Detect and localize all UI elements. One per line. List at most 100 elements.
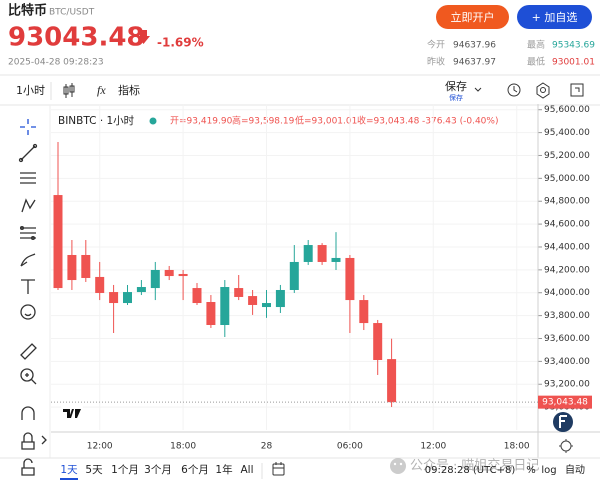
y-tick-label: 93,200.00 <box>544 380 590 390</box>
symbol: BTC/USDT <box>49 8 95 18</box>
x-tick-label: 28 <box>261 442 273 452</box>
ohlc-change: -376.43 (-0.40%) <box>422 117 498 127</box>
candle-body <box>95 276 105 293</box>
range-selector: 1天 5天 1个月 3个月 6个月 1年 All <box>60 463 254 480</box>
change: -1.69% <box>157 36 204 50</box>
open-account-label: 立即开户 <box>451 10 495 24</box>
stat-label: 最高 <box>527 39 545 51</box>
y-tick-label: 95,200.00 <box>544 151 590 161</box>
plot: 93,000.0093,200.0093,400.0093,600.0093,8… <box>51 104 600 458</box>
log-toggle[interactable]: log <box>541 465 556 476</box>
candle-body <box>206 302 216 325</box>
candle-body <box>136 287 146 293</box>
y-tick-label: 94,800.00 <box>544 197 590 207</box>
y-tick-label: 93,800.00 <box>544 311 590 321</box>
y-tick-label: 94,200.00 <box>544 265 590 275</box>
candle-body <box>289 261 299 290</box>
candle-body <box>178 273 188 277</box>
auto-toggle[interactable]: 自动 <box>565 463 585 476</box>
stat-label: 昨收 <box>427 56 445 68</box>
candle-icon[interactable] <box>63 83 75 98</box>
watermark: 公众号 · 喵姐交易日记 <box>390 458 539 474</box>
down-arrow <box>137 30 150 44</box>
tv-logo <box>63 409 81 418</box>
watchlist-label: + 加自选 <box>532 11 578 24</box>
date-range-icon[interactable] <box>272 462 285 476</box>
watermark-text: 公众号 · 喵姐交易日记 <box>410 458 539 474</box>
status-dot <box>149 117 157 125</box>
clock: 09:28:28 (UTC+8) <box>425 465 516 476</box>
y-tick-label: 95,000.00 <box>544 174 590 184</box>
save[interactable]: 保存 <box>445 79 467 93</box>
range-option[interactable]: 3个月 <box>144 464 172 476</box>
x-tick-label: 18:00 <box>170 442 196 452</box>
indicator-icon: fx <box>97 83 106 97</box>
candle-body <box>303 245 313 262</box>
price: 93043.48 <box>8 23 145 53</box>
tool-icons[interactable] <box>507 82 584 99</box>
y-tick-label: 93,600.00 <box>544 334 590 344</box>
candle-body <box>164 269 174 277</box>
ohlc-open: 开=93,419.90 <box>170 116 233 127</box>
candle-body <box>109 292 119 304</box>
ohlc-low: 低=93,001.01 <box>295 115 357 127</box>
range-option[interactable]: 1个月 <box>111 464 139 476</box>
y-tick-label: 94,600.00 <box>544 220 590 230</box>
candle-body <box>373 323 383 360</box>
chart-name: BINBTC · 1小时 <box>58 115 135 127</box>
dropdown-icon[interactable] <box>474 87 482 92</box>
stat-label: 最低 <box>527 56 545 68</box>
candle-body <box>387 359 397 403</box>
stat-value: 94637.97 <box>453 58 496 68</box>
open-account-button[interactable] <box>436 5 509 29</box>
timestamp: 2025-04-28 09:28:23 <box>8 58 104 68</box>
stat-value: 94637.96 <box>453 41 496 51</box>
candle-body <box>192 288 202 304</box>
candle-body <box>220 287 230 325</box>
ohlc-high: 高=93,598.19 <box>232 115 295 127</box>
percent-toggle[interactable]: % <box>526 465 536 476</box>
candle-body <box>331 257 341 262</box>
range-option[interactable]: 5天 <box>85 464 103 476</box>
candle-body <box>67 254 77 281</box>
range-option[interactable]: 1天 <box>60 464 78 476</box>
stat-label: 今开 <box>427 39 445 51</box>
y-tick-label: 95,400.00 <box>544 128 590 138</box>
save-sub: 保存 <box>449 93 463 102</box>
candle-body <box>317 245 327 262</box>
y-tick-label: 94,000.00 <box>544 288 590 298</box>
x-tick-label: 18:00 <box>504 442 530 452</box>
y-tick-label: 94,400.00 <box>544 242 590 252</box>
candle-body <box>262 303 271 308</box>
candle-body <box>234 288 244 297</box>
candle-body <box>345 257 355 301</box>
axis-settings-icon[interactable] <box>559 439 573 453</box>
x-tick-label: 12:00 <box>87 442 113 452</box>
indicators[interactable]: 指标 <box>118 83 140 97</box>
candle-body <box>359 300 369 324</box>
range-option[interactable]: 1年 <box>215 463 232 476</box>
y-tick-label: 95,600.00 <box>544 105 590 115</box>
candle-body <box>275 289 285 308</box>
x-tick-label: 12:00 <box>420 442 446 452</box>
f-logo-mark <box>559 415 567 428</box>
candle-body <box>81 254 91 278</box>
x-tick-label: 06:00 <box>337 442 363 452</box>
range-option[interactable]: All <box>240 464 253 476</box>
candle-body <box>123 292 132 304</box>
last-price-tag <box>538 395 592 409</box>
watchlist-button[interactable] <box>517 5 592 29</box>
candle-body <box>248 296 258 305</box>
last-price-label: 93,043.48 <box>542 398 588 408</box>
stat-value: 95343.69 <box>552 41 595 51</box>
range-option[interactable]: 6个月 <box>181 464 209 476</box>
title: 比特币 <box>8 3 47 19</box>
candle-body <box>53 195 63 289</box>
ohlc-close: 收=93,043.48 <box>357 115 420 127</box>
y-tick-label: 93,400.00 <box>544 357 590 367</box>
stat-value: 93001.01 <box>552 58 595 68</box>
interval[interactable]: 1小时 <box>16 84 45 97</box>
drawing-tools[interactable] <box>18 119 47 476</box>
